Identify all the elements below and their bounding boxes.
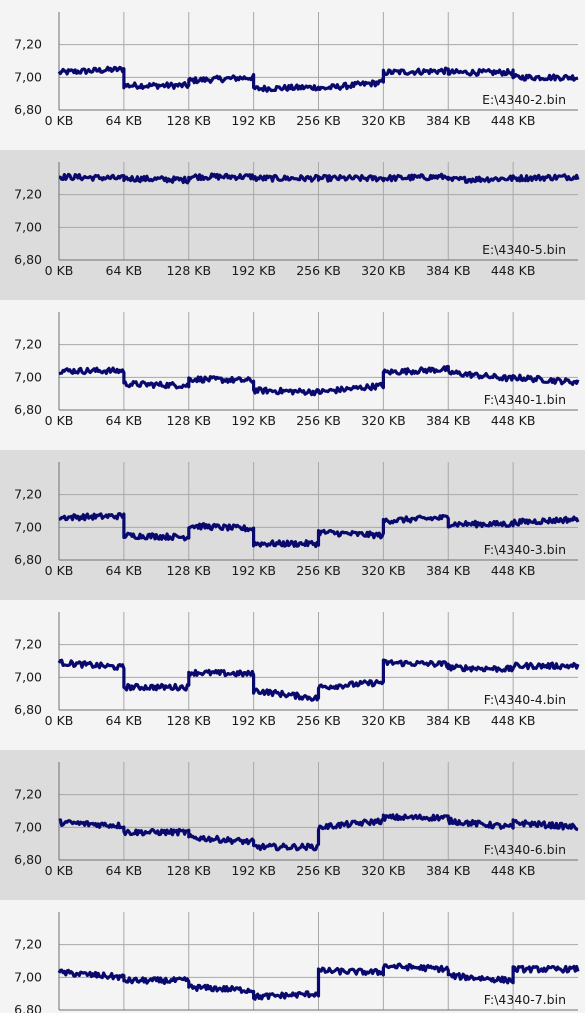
- chart-svg: 7,20 7,00 6,800 KB 64 KB 128 KB 192 KB 256 KB 3…: [14, 762, 579, 878]
- y-tick-label: 7,00: [14, 519, 42, 534]
- x-tick-label: 128 KB: [166, 263, 211, 278]
- chart-svg: 7,20 7,00 6,800 KB 64 KB 128 KB 192 KB 256 KB 3…: [14, 312, 580, 428]
- x-tick-label: 0 KB: [45, 413, 74, 428]
- y-tick-label: 6,80: [14, 702, 42, 717]
- x-tick-label: 448 KB: [491, 563, 536, 578]
- series-line: [58, 512, 580, 549]
- x-tick-label: 192 KB: [231, 113, 276, 128]
- series-line: [58, 813, 579, 852]
- x-tick-label: 384 KB: [426, 413, 471, 428]
- y-tick-label: 7,00: [14, 369, 42, 384]
- file-label: F:\4340-4.bin: [484, 692, 566, 707]
- chart-svg: 7,20 7,00 6,800 KB 64 KB 128 KB 192 KB 256 KB 3…: [14, 612, 580, 728]
- x-tick-label: 64 KB: [106, 563, 143, 578]
- x-tick-label: 448 KB: [491, 413, 536, 428]
- x-tick-label: 64 KB: [106, 263, 143, 278]
- x-tick-label: 192 KB: [231, 263, 276, 278]
- x-tick-label: 384 KB: [426, 863, 471, 878]
- x-tick-label: 192 KB: [231, 563, 276, 578]
- x-tick-label: 448 KB: [491, 713, 536, 728]
- x-tick-label: 128 KB: [166, 113, 211, 128]
- x-tick-label: 384 KB: [426, 263, 471, 278]
- y-tick-label: 7,20: [14, 37, 42, 52]
- x-tick-label: 320 KB: [361, 413, 406, 428]
- x-tick-label: 320 KB: [361, 113, 406, 128]
- y-tick-label: 6,80: [14, 1002, 42, 1013]
- y-tick-label: 7,20: [14, 487, 42, 502]
- y-tick-label: 6,80: [14, 552, 42, 567]
- series-line: [57, 962, 580, 1001]
- x-tick-label: 384 KB: [426, 113, 471, 128]
- x-tick-label: 128 KB: [166, 563, 211, 578]
- x-tick-label: 192 KB: [231, 863, 276, 878]
- chart-svg: 7,20 7,00 6,800 KB 64 KB 128 KB 192 KB 256 KB 3…: [14, 162, 580, 278]
- series-line: [58, 172, 580, 185]
- chart-svg: 7,20 7,00 6,800 KB 64 KB 128 KB 192 KB 256 KB 3…: [14, 12, 579, 128]
- x-tick-label: 0 KB: [45, 113, 74, 128]
- x-tick-label: 64 KB: [106, 113, 143, 128]
- x-tick-label: 192 KB: [231, 713, 276, 728]
- x-tick-label: 128 KB: [166, 713, 211, 728]
- x-tick-label: 0 KB: [45, 263, 74, 278]
- series-line: [58, 365, 580, 397]
- x-tick-label: 192 KB: [231, 413, 276, 428]
- x-tick-label: 384 KB: [426, 563, 471, 578]
- file-label: E:\4340-5.bin: [482, 242, 566, 257]
- y-tick-label: 7,20: [14, 637, 42, 652]
- y-tick-label: 7,00: [14, 69, 42, 84]
- x-tick-label: 256 KB: [296, 563, 341, 578]
- chart-svg: 7,20 7,00 6,800 KB 64 KB 128 KB 192 KB 256 KB 3…: [14, 462, 580, 578]
- x-tick-label: 64 KB: [106, 863, 143, 878]
- x-tick-label: 256 KB: [296, 863, 341, 878]
- file-label: F:\4340-6.bin: [484, 842, 566, 857]
- x-tick-label: 320 KB: [361, 863, 406, 878]
- series-line: [57, 658, 580, 702]
- x-tick-label: 384 KB: [426, 713, 471, 728]
- x-tick-label: 320 KB: [361, 563, 406, 578]
- x-tick-label: 0 KB: [45, 863, 74, 878]
- y-tick-label: 7,20: [14, 937, 42, 952]
- file-label: F:\4340-7.bin: [484, 992, 566, 1007]
- x-tick-label: 64 KB: [106, 413, 143, 428]
- y-tick-label: 6,80: [14, 102, 42, 117]
- x-tick-label: 256 KB: [296, 263, 341, 278]
- file-label: E:\4340-2.bin: [482, 92, 566, 107]
- y-tick-label: 7,00: [14, 819, 42, 834]
- y-tick-label: 6,80: [14, 252, 42, 267]
- y-tick-label: 7,20: [14, 787, 42, 802]
- file-label: F:\4340-3.bin: [484, 542, 566, 557]
- file-label: F:\4340-1.bin: [484, 392, 566, 407]
- x-tick-label: 128 KB: [166, 863, 211, 878]
- x-tick-label: 256 KB: [296, 713, 341, 728]
- x-tick-label: 256 KB: [296, 413, 341, 428]
- y-tick-label: 7,00: [14, 219, 42, 234]
- y-tick-label: 6,80: [14, 852, 42, 867]
- x-tick-label: 448 KB: [491, 113, 536, 128]
- x-tick-label: 448 KB: [491, 863, 536, 878]
- x-tick-label: 448 KB: [491, 263, 536, 278]
- x-tick-label: 64 KB: [106, 713, 143, 728]
- x-tick-label: 128 KB: [166, 413, 211, 428]
- x-tick-label: 256 KB: [296, 113, 341, 128]
- x-tick-label: 0 KB: [45, 713, 74, 728]
- y-tick-label: 7,00: [14, 969, 42, 984]
- x-tick-label: 320 KB: [361, 713, 406, 728]
- x-tick-label: 0 KB: [45, 563, 74, 578]
- y-tick-label: 7,00: [14, 669, 42, 684]
- y-tick-label: 7,20: [14, 187, 42, 202]
- series-line: [57, 65, 579, 93]
- y-tick-label: 6,80: [14, 402, 42, 417]
- x-tick-label: 320 KB: [361, 263, 406, 278]
- y-tick-label: 7,20: [14, 337, 42, 352]
